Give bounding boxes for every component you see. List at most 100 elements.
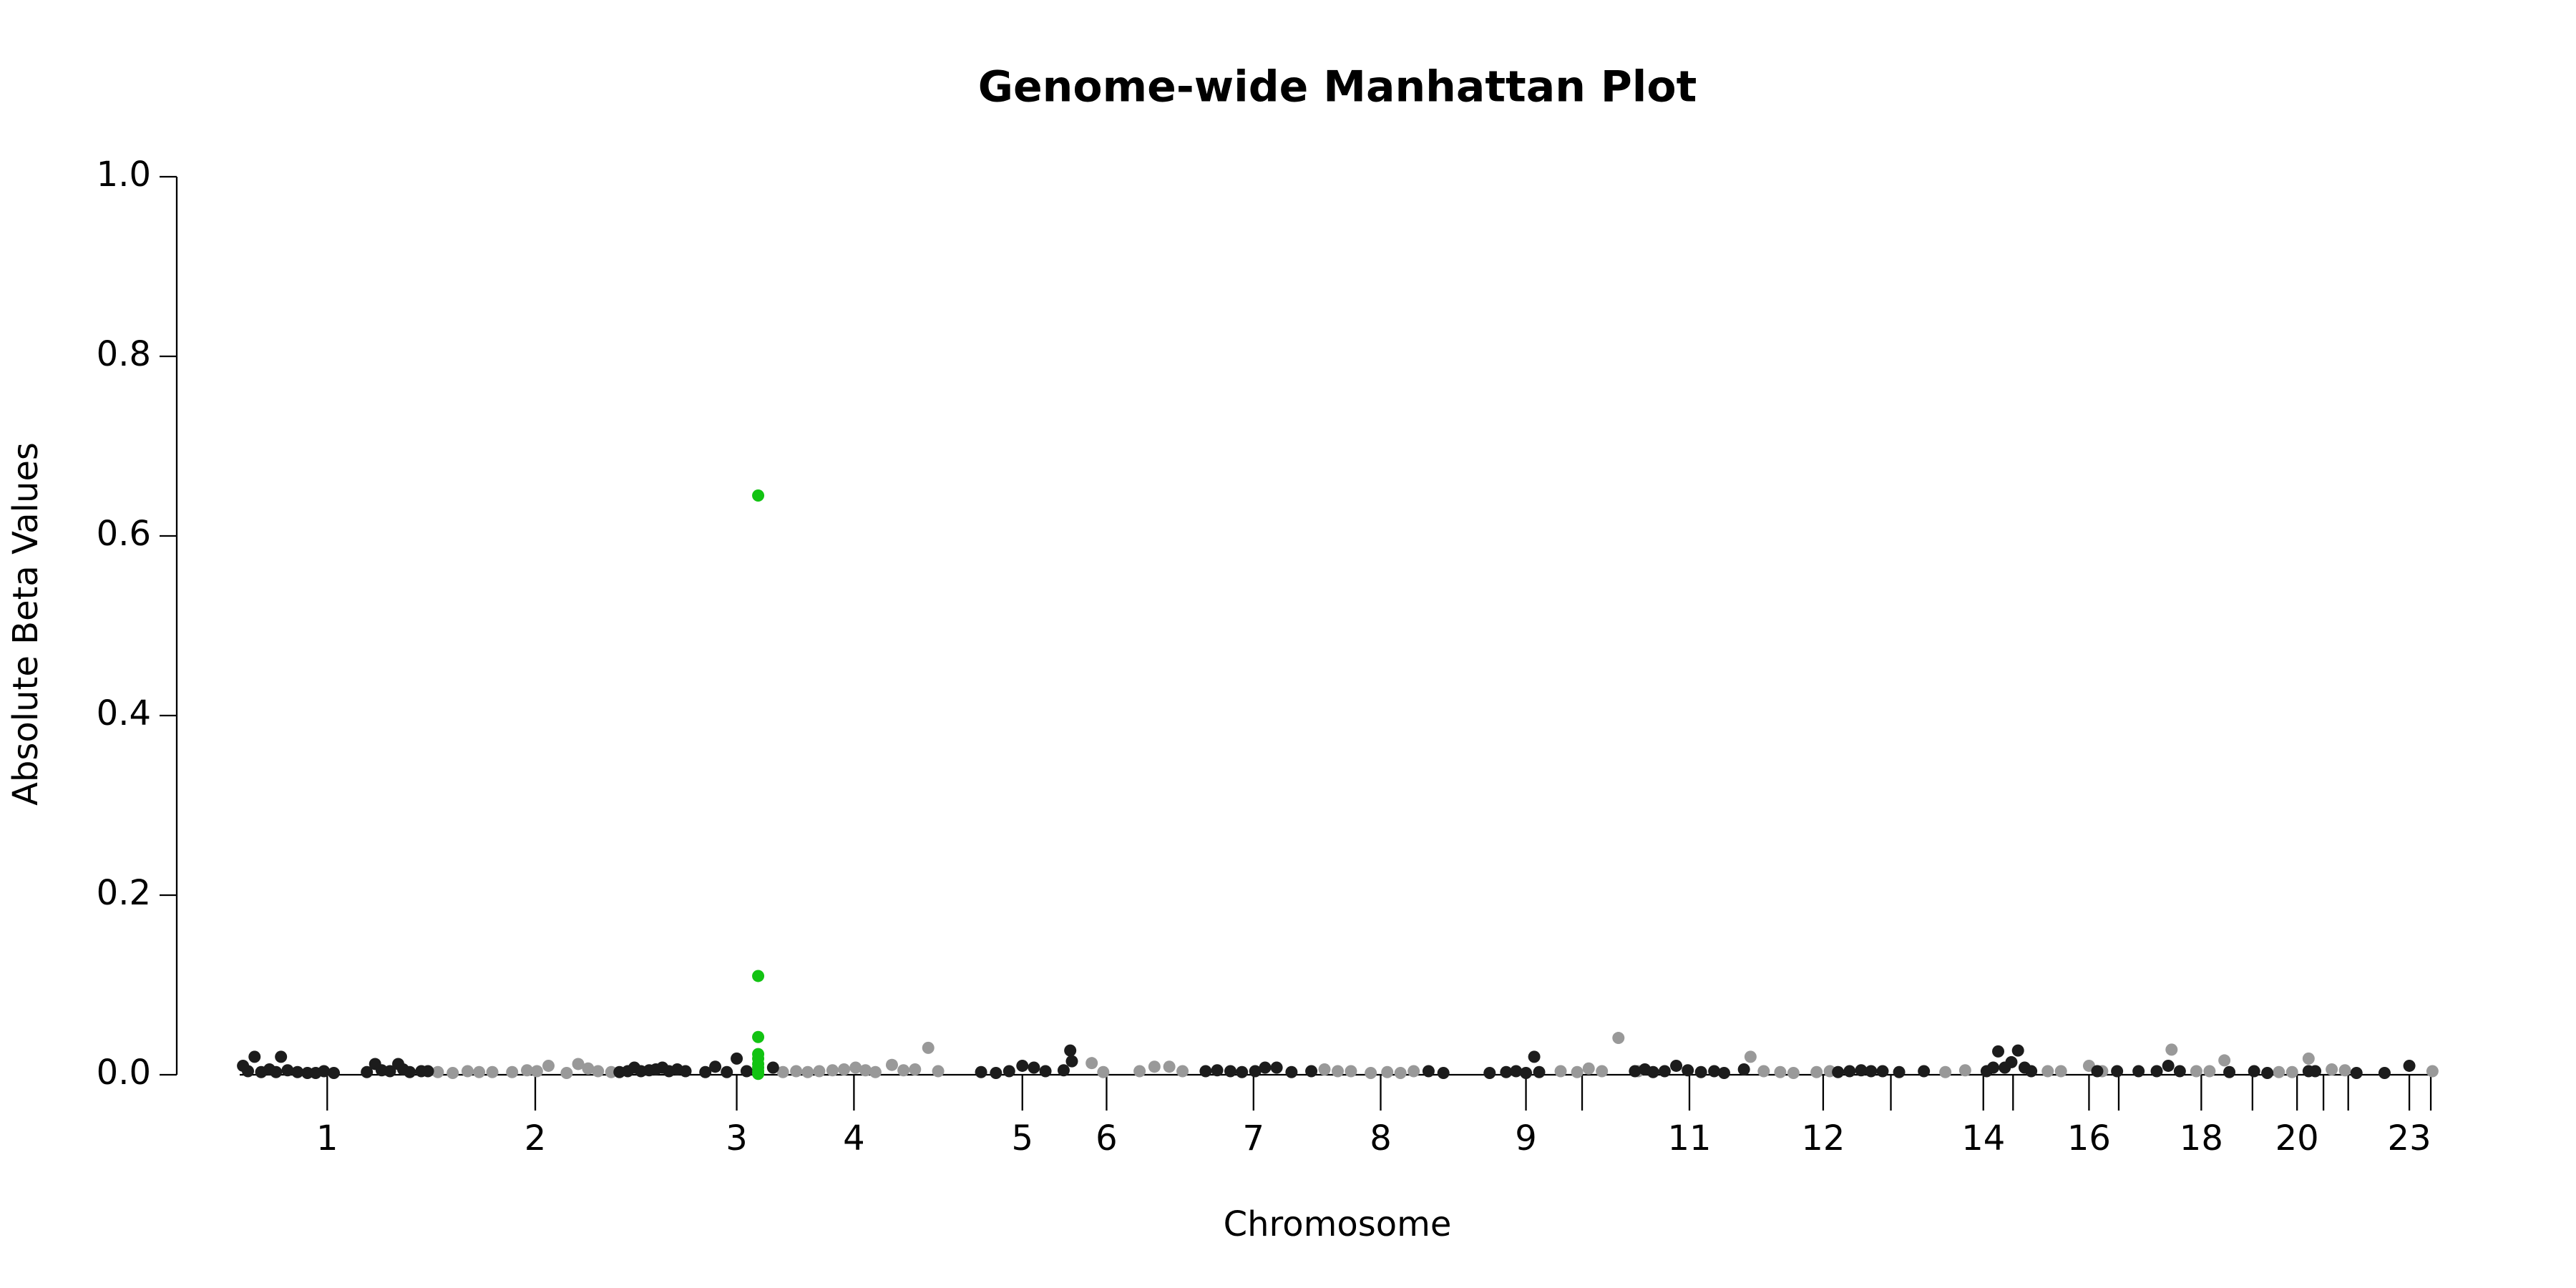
point (1002, 1065, 1015, 1078)
point (1500, 1065, 1513, 1078)
point (922, 1041, 935, 1054)
point (1737, 1063, 1750, 1075)
point (1855, 1064, 1868, 1077)
x-tick-label: 18 (2180, 1118, 2223, 1158)
y-tick-label: 1.0 (97, 155, 151, 195)
point (530, 1065, 543, 1078)
point (897, 1064, 910, 1077)
point (790, 1065, 803, 1078)
point (461, 1065, 474, 1078)
point (2132, 1065, 2145, 1078)
point (740, 1065, 753, 1078)
point (2403, 1059, 2416, 1072)
point (1774, 1065, 1787, 1078)
x-tick-label: 23 (2388, 1118, 2431, 1158)
point (361, 1065, 374, 1078)
point (1270, 1061, 1283, 1074)
point (1987, 1061, 2000, 1074)
point (1646, 1065, 1659, 1078)
point (1810, 1065, 1823, 1078)
point (1744, 1050, 1757, 1063)
point (1992, 1045, 2005, 1058)
point (1787, 1066, 1800, 1079)
point (1612, 1032, 1625, 1045)
point (1163, 1060, 1176, 1073)
point (1394, 1066, 1407, 1079)
point (1211, 1064, 1224, 1077)
point (421, 1065, 434, 1078)
point (2218, 1054, 2231, 1067)
point (1028, 1061, 1040, 1074)
x-tick-label: 14 (1961, 1118, 2005, 1158)
point (2011, 1044, 2024, 1057)
point (1483, 1066, 1496, 1079)
point (473, 1065, 486, 1078)
point (1236, 1065, 1249, 1078)
point (1682, 1064, 1694, 1077)
point (1249, 1065, 1262, 1078)
point (1717, 1066, 1730, 1079)
point (1318, 1063, 1331, 1075)
x-tick-label: 8 (1370, 1118, 1392, 1158)
point (2173, 1065, 2186, 1078)
point (2165, 1043, 2178, 1056)
point (2162, 1059, 2175, 1072)
point (1533, 1065, 1546, 1078)
point (1876, 1065, 1889, 1078)
x-tick-label: 16 (2067, 1118, 2111, 1158)
point (242, 1065, 255, 1078)
point (2273, 1065, 2285, 1078)
point (2326, 1063, 2338, 1075)
point (731, 1052, 743, 1065)
point (766, 1061, 779, 1074)
point (1224, 1065, 1237, 1078)
point (1510, 1065, 1523, 1078)
point (1199, 1065, 1212, 1078)
point (1832, 1065, 1845, 1078)
point (1305, 1065, 1318, 1078)
point (1085, 1057, 1098, 1070)
point (2190, 1065, 2202, 1078)
point (2309, 1065, 2322, 1078)
point (1670, 1059, 1683, 1072)
point (1865, 1065, 1878, 1078)
point (1176, 1065, 1189, 1078)
x-axis-label: Chromosome (1224, 1204, 1452, 1244)
x-tick-label: 2 (525, 1118, 547, 1158)
x-tick-label: 1 (316, 1118, 338, 1158)
point (1571, 1065, 1584, 1078)
point (270, 1065, 283, 1078)
point (1629, 1065, 1641, 1078)
point (752, 970, 765, 982)
point (885, 1058, 898, 1071)
y-axis-label: Absolute Beta Values (6, 442, 46, 806)
x-tick-label: 12 (1801, 1118, 1845, 1158)
point (1939, 1065, 1952, 1078)
x-tick-label: 4 (843, 1118, 865, 1158)
point (506, 1065, 519, 1078)
point (1285, 1065, 1298, 1078)
point (1039, 1065, 1052, 1078)
point (2150, 1065, 2163, 1078)
point (2285, 1065, 2298, 1078)
point (2378, 1066, 2391, 1079)
point (431, 1065, 444, 1078)
point (1332, 1065, 1344, 1078)
point (572, 1058, 585, 1070)
point (2302, 1052, 2315, 1065)
point (721, 1065, 733, 1078)
point (2203, 1065, 2216, 1078)
point (1658, 1065, 1671, 1078)
point (2025, 1065, 2038, 1078)
point (521, 1064, 534, 1077)
point (932, 1065, 945, 1078)
point (1918, 1065, 1931, 1078)
point (1345, 1065, 1357, 1078)
point (1065, 1055, 1078, 1068)
point (2338, 1064, 2351, 1077)
point (404, 1065, 416, 1078)
point (752, 1030, 765, 1043)
point (2091, 1065, 2104, 1078)
